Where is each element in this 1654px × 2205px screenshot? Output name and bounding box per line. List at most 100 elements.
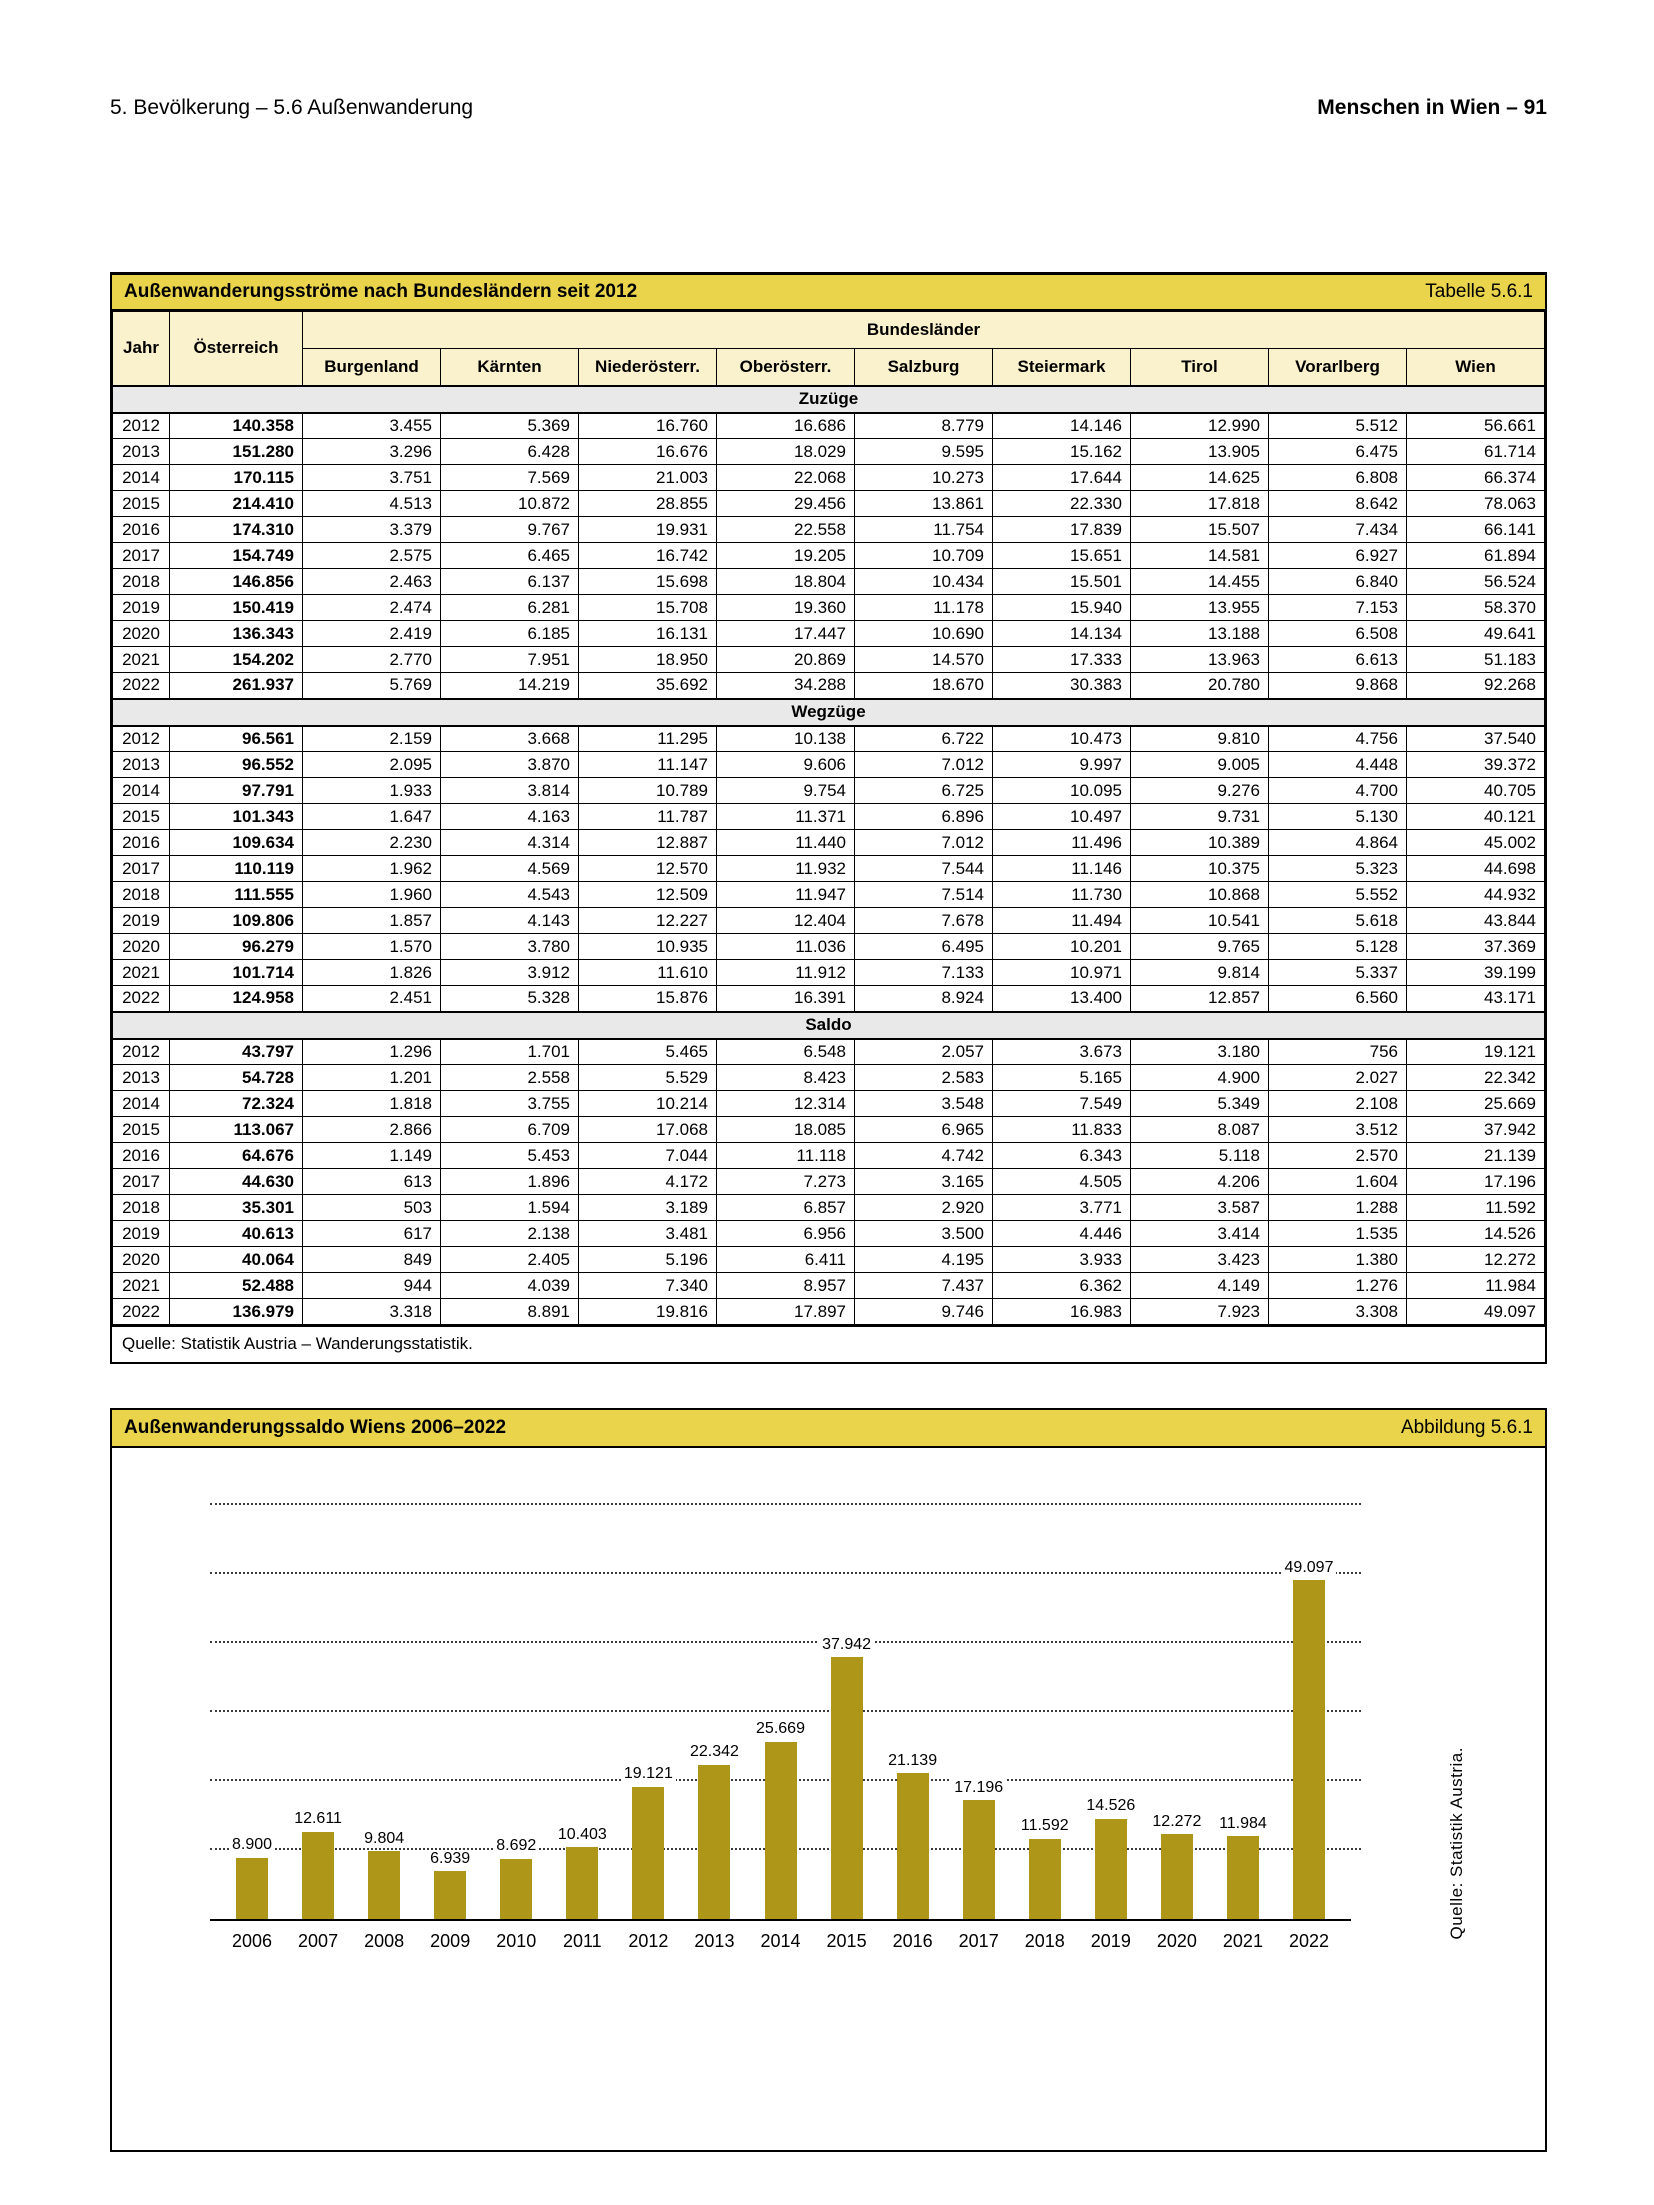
table-cell: 214.410 xyxy=(169,490,303,517)
table-cell: 2.474 xyxy=(302,594,441,621)
table-cell: 2019 xyxy=(112,907,170,934)
table-cell: 3.165 xyxy=(854,1168,993,1195)
col-header-oesterreich: Österreich xyxy=(169,311,303,386)
table-cell: 44.698 xyxy=(1406,855,1545,882)
table-cell: 19.205 xyxy=(716,542,855,569)
table-cell: 4.864 xyxy=(1268,829,1407,856)
table-cell: 10.497 xyxy=(992,803,1131,830)
table-cell: 4.756 xyxy=(1268,725,1407,752)
table-row: 2019 40.613 617 2.138 3.481 6.956 3.500 4.446 3.… xyxy=(112,1220,1545,1247)
x-axis-label: 2012 xyxy=(628,1931,669,1951)
bar xyxy=(1094,1818,1127,1919)
table-cell: 12.404 xyxy=(716,907,855,934)
table-cell: 18.029 xyxy=(716,438,855,465)
table-cell: 12.990 xyxy=(1130,412,1269,439)
table-cell: 16.391 xyxy=(716,985,855,1012)
table-cell: 3.512 xyxy=(1268,1116,1407,1143)
table-cell: 11.730 xyxy=(992,881,1131,908)
bar xyxy=(1160,1834,1193,1919)
table-cell: 7.544 xyxy=(854,855,993,882)
bar-slot: 12.272 2020 xyxy=(1145,1507,1209,1951)
table-cell: 3.318 xyxy=(302,1298,441,1325)
table-row: 2015 101.343 1.647 4.163 11.787 11.371 6.896 10… xyxy=(112,803,1545,830)
table-cell: 5.130 xyxy=(1268,803,1407,830)
table-cell: 4.900 xyxy=(1130,1064,1269,1091)
table-cell: 11.947 xyxy=(716,881,855,908)
table-cell: 10.273 xyxy=(854,464,993,491)
table-cell: 2.159 xyxy=(302,725,441,752)
table-cell: 110.119 xyxy=(169,855,303,882)
x-axis-label: 2006 xyxy=(231,1931,273,1951)
table-cell: 3.423 xyxy=(1130,1246,1269,1273)
table-cell: 17.818 xyxy=(1130,490,1269,517)
table-cell: 34.288 xyxy=(716,672,855,699)
table-cell: 18.085 xyxy=(716,1116,855,1143)
table-cell: 5.118 xyxy=(1130,1142,1269,1169)
table-cell: 5.552 xyxy=(1268,881,1407,908)
table-cell: 10.201 xyxy=(992,933,1131,960)
table-cell: 6.560 xyxy=(1268,985,1407,1012)
table-cell: 2020 xyxy=(112,1246,170,1273)
table-cell: 2022 xyxy=(112,1298,170,1325)
publication-page-title: Menschen in Wien – 91 xyxy=(1317,96,1547,119)
bar xyxy=(764,1741,797,1919)
table-cell: 43.171 xyxy=(1406,985,1545,1012)
table-cell: 9.997 xyxy=(992,751,1131,778)
x-axis-label: 2010 xyxy=(496,1931,537,1951)
table-cell: 154.202 xyxy=(169,646,303,673)
table-cell: 6.896 xyxy=(854,803,993,830)
table-row: 2012 140.358 3.455 5.369 16.760 16.686 8.779 14… xyxy=(112,412,1545,439)
table-cell: 1.857 xyxy=(302,907,441,934)
table-cell: 2.108 xyxy=(1268,1090,1407,1117)
table-row: 2017 154.749 2.575 6.465 16.742 19.205 10.709 1… xyxy=(112,542,1545,569)
bar-value-label: 37.942 xyxy=(819,1635,875,1654)
table-cell: 9.606 xyxy=(716,751,855,778)
bar-value-label: 10.403 xyxy=(554,1825,610,1844)
table-row: 2015 113.067 2.866 6.709 17.068 18.085 6.965 11… xyxy=(112,1116,1545,1143)
table-row: 2020 136.343 2.419 6.185 16.131 17.447 10.690 1… xyxy=(112,620,1545,647)
bar-slot: 49.097 2022 xyxy=(1277,1507,1341,1951)
table-cell: 2.866 xyxy=(302,1116,441,1143)
table-cell: 2.419 xyxy=(302,620,441,647)
table-cell: 3.870 xyxy=(440,751,579,778)
table-cell: 7.678 xyxy=(854,907,993,934)
table-cell: 61.894 xyxy=(1406,542,1545,569)
table-cell: 4.172 xyxy=(578,1168,717,1195)
x-axis-label: 2020 xyxy=(1156,1931,1197,1951)
table-cell: 16.676 xyxy=(578,438,717,465)
table-cell: 3.455 xyxy=(302,412,441,439)
table-cell: 10.872 xyxy=(440,490,579,517)
table-cell: 3.755 xyxy=(440,1090,579,1117)
table-cell: 613 xyxy=(302,1168,441,1195)
table-cell: 17.068 xyxy=(578,1116,717,1143)
col-group-bundeslaender: Bundesländer xyxy=(302,311,1545,349)
table-cell: 56.661 xyxy=(1406,412,1545,439)
table-cell: 13.861 xyxy=(854,490,993,517)
bar xyxy=(566,1847,599,1919)
bar-slot: 11.984 2021 xyxy=(1211,1507,1275,1951)
table-cell: 617 xyxy=(302,1220,441,1247)
table-row: 2016 174.310 3.379 9.767 19.931 22.558 11.754 1… xyxy=(112,516,1545,543)
table-title: Außenwanderungsströme nach Bundesländern… xyxy=(124,281,638,302)
table-cell: 2012 xyxy=(112,725,170,752)
table-cell: 2019 xyxy=(112,1220,170,1247)
table-cell: 14.526 xyxy=(1406,1220,1545,1247)
table-cell: 22.330 xyxy=(992,490,1131,517)
table-cell: 261.937 xyxy=(169,672,303,699)
table-cell: 111.555 xyxy=(169,881,303,908)
table-cell: 4.700 xyxy=(1268,777,1407,804)
table-cell: 96.561 xyxy=(169,725,303,752)
table-cell: 11.146 xyxy=(992,855,1131,882)
migration-table-box: Außenwanderungsströme nach Bundesländern… xyxy=(110,272,1547,1364)
bars-container: 8.900 2006 12.611 2007 9.804 2008 6.939 2009 8.6… xyxy=(210,1507,1351,1951)
table-cell: 2017 xyxy=(112,1168,170,1195)
table-cell: 7.044 xyxy=(578,1142,717,1169)
table-cell: 7.153 xyxy=(1268,594,1407,621)
table-row: 2021 154.202 2.770 7.951 18.950 20.869 14.570 1… xyxy=(112,646,1545,673)
table-cell: 7.951 xyxy=(440,646,579,673)
bar-slot: 10.403 2011 xyxy=(550,1507,614,1951)
table-cell: 944 xyxy=(302,1272,441,1299)
section-title: Zuzüge xyxy=(112,384,1545,414)
table-cell: 1.594 xyxy=(440,1194,579,1221)
table-cell: 10.789 xyxy=(578,777,717,804)
